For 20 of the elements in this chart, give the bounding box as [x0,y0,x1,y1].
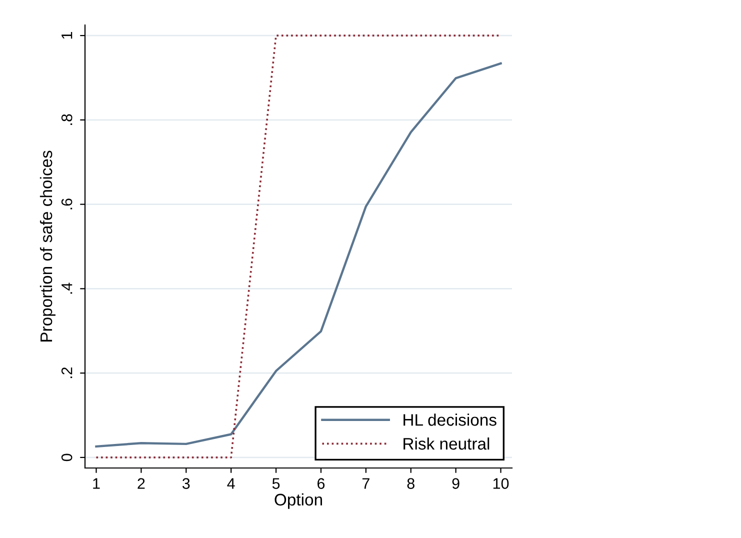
x-tick-label: 2 [138,478,145,489]
y-tick-label: .2 [61,367,72,378]
y-axis-title: Proportion of safe choices [40,150,56,342]
legend-label: HL decisions [404,414,496,426]
x-tick-label: 1 [93,478,100,489]
x-axis-title: Option [274,493,322,509]
x-tick-label: 3 [182,478,190,489]
legend-label: Risk neutral [404,437,490,450]
x-tick-label: 7 [362,478,370,489]
y-tick-label: 1 [62,32,72,39]
y-tick-label: 0 [61,454,72,462]
x-tick-label: 8 [407,478,414,489]
x-tick-label: 4 [227,478,235,489]
y-tick-label: .8 [61,114,72,125]
y-tick-label: .4 [62,282,72,294]
x-tick-label: 6 [318,478,325,489]
y-tick-label: .6 [61,198,72,210]
x-tick-label: 9 [452,478,460,489]
x-tick-label: 10 [493,478,509,489]
x-tick-label: 5 [272,478,280,489]
